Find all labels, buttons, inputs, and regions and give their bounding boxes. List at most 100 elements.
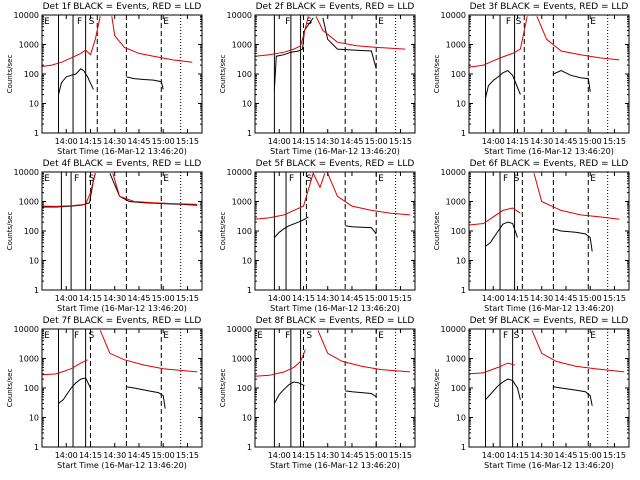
chart-panel-3f: Det 3f BLACK = Events, RED = LLD F S E 1 10 10… [433,2,630,156]
phase-label: S [516,17,522,27]
x-tick-label: 15:15 [603,294,626,303]
plot-frame [41,171,203,291]
y-tick-label: 100 [451,384,466,393]
y-tick-label: 100 [24,70,39,79]
y-tick-label: 10 [242,414,252,423]
x-axis-label: Start Time (16-Mar-12 13:46:20) [57,304,187,313]
y-tick-label: 100 [237,227,252,236]
series-events-line [553,228,593,252]
phase-label: E [378,174,384,184]
plot-frame [468,14,630,134]
y-tick-label: 1 [34,286,39,295]
x-tick-label: 14:00 [482,137,505,146]
x-axis-label: Start Time (16-Mar-12 13:46:20) [484,304,614,313]
plot-frame [41,14,203,134]
x-tick-label: 15:15 [603,451,626,460]
x-axis-label: Start Time (16-Mar-12 13:46:20) [57,147,187,156]
series-lld-line [531,330,625,373]
y-tick-label: 10 [456,414,466,423]
x-tick-label: 14:30 [316,451,339,460]
series-lld-line [533,173,620,220]
series-events-line [345,225,377,235]
phase-label: S [306,331,312,341]
phase-label: E [257,331,263,341]
plot-frame [254,14,416,134]
y-tick-label: 1000 [446,355,466,364]
y-axis-label: Counts/sec [219,55,227,94]
phase-label: E [163,331,169,341]
x-tick-label: 15:15 [603,137,626,146]
series-lld-line [317,330,411,373]
chart-panel-1f: Det 1f BLACK = Events, RED = LLD E F S E 1 10 1… [6,2,203,156]
series-lld-line [41,173,96,207]
y-axis-label: Counts/sec [433,55,441,94]
y-tick-label: 1000 [446,41,466,50]
x-tick-label: 14:30 [530,451,553,460]
y-tick-label: 100 [237,70,252,79]
chart-title: Det 2f BLACK = Events, RED = LLD [256,2,415,12]
x-axis-label: Start Time (16-Mar-12 13:46:20) [57,461,187,470]
plot-frame [468,171,630,291]
phase-label: E [44,331,50,341]
series-events-line [553,70,591,92]
y-tick-label: 10000 [441,11,466,20]
x-tick-label: 14:00 [55,294,78,303]
phase-label: E [163,174,169,184]
y-tick-label: 1 [34,129,39,138]
x-tick-label: 14:30 [103,294,126,303]
x-tick-label: 14:45 [127,137,150,146]
y-tick-label: 1 [247,443,252,452]
y-tick-label: 100 [24,227,39,236]
series-events-line [485,221,518,247]
series-events-line [42,173,96,208]
series-events-line [273,17,314,90]
series-events-line [345,390,377,398]
series-lld-line [254,171,326,220]
x-tick-label: 15:00 [152,294,175,303]
x-tick-label: 14:15 [292,137,315,146]
y-axis-label: Counts/sec [433,369,441,408]
x-axis-label: Start Time (16-Mar-12 13:46:20) [484,147,614,156]
phase-label: S [514,174,520,184]
x-tick-label: 14:45 [554,137,577,146]
phase-label: E [44,174,50,184]
y-tick-label: 10 [29,414,39,423]
y-axis-label: Counts/sec [433,212,441,251]
y-tick-label: 1 [461,286,466,295]
series-lld-line [536,16,620,61]
x-tick-label: 14:00 [268,451,291,460]
x-tick-label: 15:15 [176,137,199,146]
x-axis-label: Start Time (16-Mar-12 13:46:20) [484,461,614,470]
y-tick-label: 1000 [446,198,466,207]
x-tick-label: 14:30 [103,137,126,146]
y-tick-label: 100 [451,227,466,236]
chart-title: Det 5f BLACK = Events, RED = LLD [256,159,415,169]
y-tick-label: 1 [461,129,466,138]
y-axis-label: Counts/sec [219,212,227,251]
y-tick-label: 1000 [19,41,39,50]
y-tick-label: 10 [456,257,466,266]
y-axis-label: Counts/sec [219,369,227,408]
x-tick-label: 15:00 [365,137,388,146]
x-tick-label: 14:00 [268,137,291,146]
series-events-line [58,377,91,404]
phase-label: E [590,174,596,184]
series-lld-line [315,16,406,50]
x-tick-label: 15:00 [365,294,388,303]
phase-label: F [503,331,508,341]
y-tick-label: 10000 [227,325,252,334]
y-tick-label: 1 [247,129,252,138]
x-tick-label: 14:00 [482,451,505,460]
x-tick-label: 14:45 [554,294,577,303]
plot-frame [468,328,630,448]
x-tick-label: 15:15 [389,451,412,460]
chart-panel-7f: Det 7f BLACK = Events, RED = LLD E F S E 1 10 1… [6,316,203,470]
y-tick-label: 100 [24,384,39,393]
x-tick-label: 14:15 [292,294,315,303]
phase-label: F [503,174,508,184]
x-axis-label: Start Time (16-Mar-12 13:46:20) [270,304,400,313]
x-tick-label: 14:15 [506,137,529,146]
y-tick-label: 10000 [14,11,39,20]
series-events-line [485,70,521,99]
chart-panel-5f: Det 5f BLACK = Events, RED = LLD F S E 1 10 10… [219,159,416,313]
